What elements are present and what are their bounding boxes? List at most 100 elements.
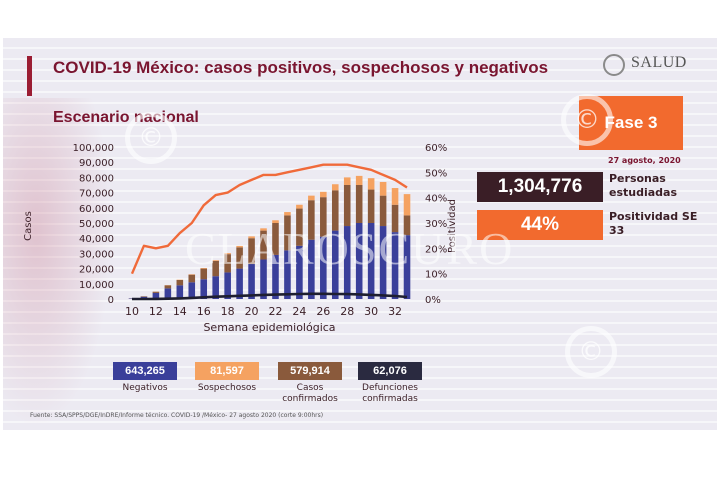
seal-icon	[603, 54, 625, 76]
bar-confirmados	[152, 291, 160, 293]
x-tick-label: 14	[173, 305, 187, 318]
x-tick-label: 28	[340, 305, 354, 318]
bar-confirmados	[188, 274, 196, 283]
bar-confirmados	[176, 280, 184, 286]
y2-tick-label: 40%	[425, 194, 447, 205]
summary-sospechosos-value: 81,597	[195, 362, 259, 380]
y-tick-label: 0	[108, 295, 114, 306]
summary-defunciones-label: Defunciones confirmadas	[362, 383, 418, 404]
y-tick-label: 90,000	[79, 158, 114, 169]
bar-negativos	[320, 236, 327, 299]
logo-text: SALUD	[631, 54, 687, 71]
x-tick-label: 16	[197, 305, 211, 318]
salud-logo: SALUD	[603, 52, 693, 80]
copyright-watermark-icon: ©	[561, 94, 613, 146]
x-tick-label: 20	[245, 305, 259, 318]
y-tick-label: 100,000	[73, 143, 114, 154]
bar-sospechosos	[236, 245, 243, 248]
bar-sospechosos	[200, 267, 208, 269]
summary-negativos-label: Negativos	[122, 383, 168, 393]
bar-confirmados	[367, 189, 375, 223]
cases-chart: 0 10,000 20,000 30,000 40,000 50,000 60,000 70,…	[23, 143, 458, 334]
bar-confirmados	[379, 195, 387, 227]
bar-negativos	[296, 245, 303, 299]
bar-sospechosos	[379, 181, 387, 196]
bar-sospechosos	[296, 204, 303, 209]
presentation-screen: COVID-19 México: casos positivos, sospec…	[3, 38, 717, 430]
x-tick-label: 12	[149, 305, 163, 318]
y-tick-label: 10,000	[79, 280, 114, 291]
y-tick-label: 70,000	[79, 189, 114, 200]
bar-negativos	[236, 268, 243, 299]
bar-negativos	[379, 226, 387, 299]
y2-tick-label: 20%	[425, 244, 447, 255]
bar-sospechosos	[343, 177, 351, 185]
bar-sospechosos	[260, 228, 267, 231]
bar-confirmados	[212, 261, 219, 277]
bar-negativos	[248, 264, 255, 299]
x-tick-label: 10	[125, 305, 139, 318]
bar-confirmados	[331, 190, 339, 231]
positivity-value: 44%	[477, 210, 603, 240]
bar-negativos	[224, 272, 231, 299]
y2-tick-label: 0%	[425, 295, 441, 306]
positivity-label: Positividad SE 33	[609, 210, 698, 237]
summary-negativos-value: 643,265	[113, 362, 177, 380]
bar-negativos	[343, 226, 351, 299]
bar-confirmados	[260, 230, 267, 260]
bar-sospechosos	[355, 175, 363, 185]
people-studied-label: Personas estudiadas	[609, 172, 678, 199]
y2-axis-label: Positividad	[447, 199, 458, 253]
bar-negativos	[272, 254, 279, 299]
y-tick-label: 50,000	[79, 219, 114, 230]
copyright-watermark-icon: ©	[125, 112, 177, 164]
bar-confirmados	[308, 200, 315, 240]
bar-confirmados	[355, 185, 363, 223]
bar-confirmados	[164, 285, 172, 289]
y-axis-label: Casos	[23, 211, 34, 241]
x-tick-label: 26	[316, 305, 330, 318]
watermark: CLAROSCURO	[185, 223, 515, 274]
x-tick-label: 22	[268, 305, 282, 318]
bar-sospechosos	[391, 188, 399, 205]
summary-confirmados-label: Casos confirmados	[282, 383, 338, 404]
bar-sospechosos	[331, 184, 339, 191]
source-note: Fuente: SSA/SPPS/DGE/InDRE/Informe técni…	[30, 412, 324, 419]
bar-negativos	[200, 279, 208, 299]
line-positividad	[130, 163, 408, 275]
bar-negativos	[188, 282, 196, 299]
bar-confirmados	[284, 215, 291, 251]
bar-confirmados	[391, 204, 399, 233]
x-tick-label: 24	[292, 305, 306, 318]
bar-confirmados	[248, 238, 255, 265]
summary-sospechosos-label: Sospechosos	[197, 383, 257, 393]
people-studied-value: 1,304,776	[477, 172, 603, 202]
bar-sospechosos	[248, 236, 255, 239]
summary-defunciones-value: 62,076	[358, 362, 422, 380]
y-tick-label: 30,000	[79, 249, 114, 260]
bar-sospechosos	[212, 260, 219, 261]
y2-tick-label: 30%	[425, 219, 447, 230]
bar-sospechosos	[320, 191, 327, 198]
y-tick-label: 60,000	[79, 204, 114, 215]
bar-negativos	[391, 232, 399, 299]
bar-negativos	[152, 292, 160, 299]
bar-sospechosos	[367, 178, 375, 190]
bar-confirmados	[224, 254, 231, 273]
title-accent-bar	[27, 56, 32, 96]
bar-sospechosos	[308, 195, 315, 201]
x-tick-label: 18	[221, 305, 235, 318]
bar-negativos	[403, 235, 411, 299]
bar-negativos	[355, 223, 363, 299]
x-tick-label: 30	[364, 305, 378, 318]
bar-negativos	[212, 276, 219, 299]
x-tick-label: 32	[388, 305, 402, 318]
bar-negativos	[367, 223, 375, 299]
bar-negativos	[308, 239, 315, 299]
bar-sospechosos	[403, 194, 411, 216]
summary-confirmados-value: 579,914	[278, 362, 342, 380]
bar-negativos	[164, 288, 172, 299]
copyright-watermark-icon: ©	[565, 326, 617, 378]
x-axis-label: Semana epidemiológica	[203, 321, 335, 334]
report-date: 27 agosto, 2020	[608, 156, 681, 165]
